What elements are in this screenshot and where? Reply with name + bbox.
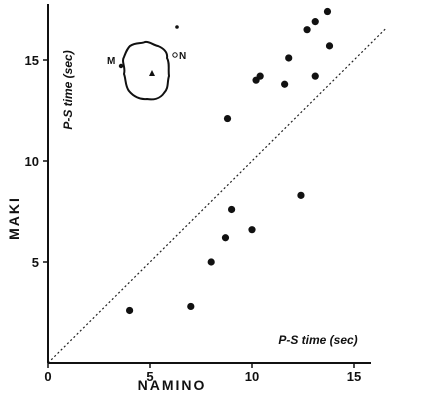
tick-labels: 0 5 10 15 5 10 15	[25, 53, 362, 384]
data-point	[285, 54, 293, 62]
reference-line-y-equals-x	[47, 27, 388, 364]
station-top-marker	[175, 25, 179, 29]
y-axis-title: MAKI	[6, 196, 22, 240]
x-tick-label: 5	[146, 369, 153, 384]
x-tick-label: 10	[245, 369, 259, 384]
station-n-marker	[172, 52, 178, 58]
x-tick-label: 15	[347, 369, 361, 384]
data-points	[126, 7, 334, 315]
station-n-label: N	[179, 51, 186, 62]
data-point	[187, 302, 195, 311]
data-point	[325, 42, 334, 50]
data-point	[311, 18, 319, 26]
data-point	[126, 306, 134, 315]
data-point	[248, 226, 256, 234]
station-m-label: M	[107, 56, 115, 67]
y-tick-label: 10	[25, 154, 39, 169]
data-point	[297, 191, 305, 199]
data-point	[221, 234, 230, 242]
x-axis-title: NAMINO	[138, 377, 207, 393]
data-point	[281, 80, 289, 88]
tick-marks	[43, 59, 355, 368]
y-tick-label: 15	[25, 53, 39, 68]
data-point	[228, 205, 236, 214]
data-point	[256, 72, 264, 80]
island-outline	[122, 40, 171, 101]
data-point	[303, 26, 311, 34]
x-annotation: P-S time (sec)	[278, 333, 357, 347]
station-m-marker	[118, 63, 124, 69]
inset-island-map: M N	[107, 25, 186, 101]
data-point	[323, 7, 332, 16]
island-center-triangle	[149, 70, 155, 76]
data-point	[207, 258, 215, 266]
data-point	[223, 114, 232, 123]
y-tick-label: 5	[32, 255, 39, 270]
y-annotation: P-S time (sec)	[61, 50, 75, 129]
x-tick-label: 0	[44, 369, 51, 384]
data-point	[311, 72, 319, 80]
